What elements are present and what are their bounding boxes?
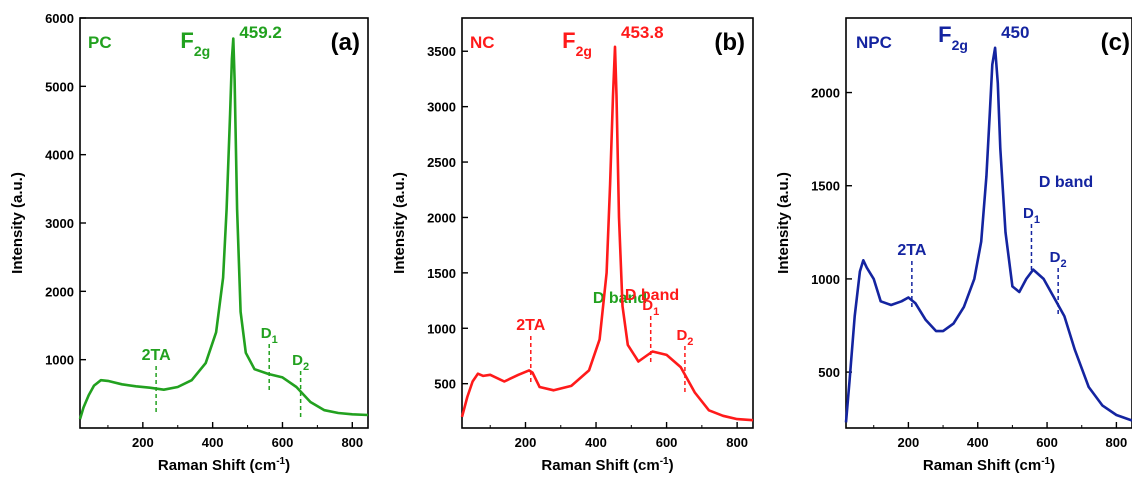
x-tick-label: 400 <box>967 435 989 450</box>
sample-label: PC <box>88 33 112 52</box>
x-tick-label: 200 <box>898 435 920 450</box>
peak-label: F2g <box>180 28 210 59</box>
y-tick-label: 3000 <box>427 100 456 115</box>
y-tick-label: 4000 <box>45 148 74 163</box>
y-axis-label: Intensity (a.u.) <box>391 172 408 274</box>
peak-value-label: 450 <box>1001 23 1029 42</box>
spectrum-line <box>78 37 369 420</box>
sample-label: NPC <box>856 33 892 52</box>
x-tick-label: 800 <box>726 435 748 450</box>
y-tick-label: 2500 <box>427 155 456 170</box>
marker-label-d1: D1 <box>261 325 278 346</box>
peak-value-label: 459.2 <box>239 23 282 42</box>
marker-label-d2: D2 <box>1050 249 1067 270</box>
peak-label: F2g <box>562 28 592 59</box>
y-tick-label: 1500 <box>811 179 840 194</box>
x-tick-label: 600 <box>272 435 294 450</box>
x-tick-label: 400 <box>202 435 224 450</box>
y-tick-label: 1000 <box>427 321 456 336</box>
y-tick-label: 1000 <box>811 272 840 287</box>
x-tick-label: 800 <box>341 435 363 450</box>
y-tick-label: 2000 <box>427 210 456 225</box>
x-tick-label: 200 <box>515 435 537 450</box>
y-tick-label: 1000 <box>45 353 74 368</box>
marker-label-d2: D2 <box>292 352 309 373</box>
y-tick-label: 5000 <box>45 79 74 94</box>
marker-label-2ta: 2TA <box>897 242 926 259</box>
panel-label: (c) <box>1101 29 1130 56</box>
x-axis-label: Raman Shift (cm-1) <box>158 456 290 474</box>
panel-label: (a) <box>331 29 360 56</box>
y-tick-label: 2000 <box>811 86 840 101</box>
x-axis-label: Raman Shift (cm-1) <box>541 456 673 474</box>
y-tick-label: 3000 <box>45 216 74 231</box>
sample-label: NC <box>470 33 495 52</box>
y-tick-label: 500 <box>434 377 456 392</box>
marker-label-d1: D1 <box>1023 205 1040 226</box>
band-label: D band <box>593 290 647 307</box>
y-axis-label: Intensity (a.u.) <box>9 172 26 274</box>
peak-value-label: 453.8 <box>621 23 664 42</box>
x-tick-label: 600 <box>656 435 678 450</box>
chart-panel-a: 200 400 600 800 1000 2000 3000 4000 5000 6000 Rama… <box>9 11 647 474</box>
plot-frame <box>79 17 369 429</box>
spectrum-line <box>844 46 1132 423</box>
plot-frame <box>461 17 754 429</box>
x-axis-label: Raman Shift (cm-1) <box>923 456 1055 474</box>
y-tick-label: 2000 <box>45 284 74 299</box>
marker-label-2ta: 2TA <box>142 347 171 364</box>
x-tick-label: 400 <box>585 435 607 450</box>
y-axis-label: Intensity (a.u.) <box>775 172 792 274</box>
marker-label-d1: D1 <box>642 297 659 318</box>
peak-label: F2g <box>938 22 968 53</box>
band-label: D band <box>1039 174 1093 191</box>
y-tick-label: 3500 <box>427 44 456 59</box>
panel-label: (b) <box>714 29 745 56</box>
marker-label-d2: D2 <box>676 327 693 348</box>
chart-panel-b: 200 400 600 800 500 1000 1500 2000 2500 3000 3500 R… <box>391 17 754 474</box>
band-label: D band <box>625 287 679 304</box>
marker-label-2ta: 2TA <box>516 317 545 334</box>
x-tick-label: 600 <box>1036 435 1058 450</box>
plot-frame <box>845 17 1132 429</box>
y-tick-label: 1500 <box>427 266 456 281</box>
x-tick-label: 200 <box>132 435 154 450</box>
x-tick-label: 800 <box>1106 435 1128 450</box>
y-tick-label: 6000 <box>45 11 74 26</box>
y-tick-label: 500 <box>818 365 840 380</box>
chart-panel-c: 200 400 600 800 500 1000 1500 2000 Raman Shift (… <box>775 17 1132 474</box>
spectrum-line <box>460 45 754 422</box>
